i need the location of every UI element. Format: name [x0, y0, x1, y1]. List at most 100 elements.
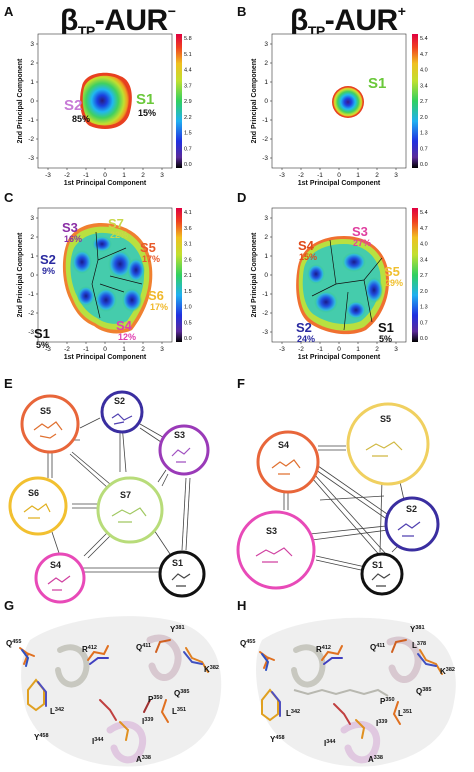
panel-d-xtick-label: -2 [298, 346, 304, 353]
panel-a-xtick-label: -2 [64, 172, 70, 179]
panel-f-network [236, 402, 440, 596]
panel-c-state-pct: 16% [64, 234, 82, 244]
panel-d-colorbar [412, 208, 418, 342]
panel-h-residue-label: I339 [376, 719, 387, 728]
panel-c-colorbar-tick: 2.1 [184, 273, 192, 279]
panel-c-state-label: S2 [40, 252, 56, 267]
panel-a-blob [82, 75, 130, 126]
panel-g-residue-label: Q411 [136, 643, 151, 652]
panel-f-node-s5 [346, 402, 430, 486]
panel-h-residue-label: R412 [316, 645, 331, 654]
panel-e-node-s1 [158, 550, 206, 598]
panel-c-state-label: S6 [148, 288, 164, 303]
panel-c-well-s3 [92, 236, 112, 252]
panel-d-ytick-label: 3 [264, 215, 268, 222]
panel-d-ytick-label: -1 [262, 291, 268, 298]
panel-h-residue-label: Q385 [416, 687, 431, 696]
panel-b-ytick-label: 2 [264, 60, 268, 67]
panel-b-state-label: S1 [368, 75, 386, 92]
panel-h-structure [256, 617, 456, 767]
panel-e-network [8, 390, 210, 604]
panel-g-helix-3 [106, 721, 147, 764]
panel-c-colorbar [176, 208, 182, 342]
panel-c-colorbar-tick: 4.1 [184, 210, 192, 216]
panel-d-state-label: S3 [352, 224, 368, 239]
panel-a-ytick-label: 1 [30, 79, 34, 86]
panel-a-state-pct: 15% [138, 108, 156, 118]
panel-b-xtick-label: -1 [317, 172, 323, 179]
panel-a-xlabel: 1st Principal Component [64, 180, 147, 187]
panel-g-structure [19, 616, 222, 767]
panel-h-residue-label: A338 [368, 755, 383, 764]
panel-c-ytick-label: -3 [28, 329, 34, 336]
panel-g-residue-label: A338 [136, 755, 151, 764]
panel-h-residue-label: Q411 [370, 643, 385, 652]
panel-c-colorbar-tick: 1.0 [184, 305, 192, 311]
panel-a-colorbar-tick: 2.2 [184, 115, 192, 121]
panel-g-residue-label: L342 [50, 707, 64, 716]
panel-c-colorbar-tick: 1.5 [184, 289, 192, 295]
panel-b-colorbar-tick: 5.4 [420, 36, 428, 42]
panel-h-aur-ligand [293, 688, 389, 697]
panel-g-residue-label: I344 [92, 737, 104, 746]
panel-g-helix-1 [55, 644, 90, 688]
panel-e-node-label: S6 [28, 488, 39, 498]
panel-e-node-label: S5 [40, 406, 51, 416]
panel-b-colorbar [412, 34, 418, 168]
panel-a-state-label: S2 [64, 97, 82, 114]
panel-b-plot [271, 33, 418, 169]
panel-c-colorbar-tick: 3.1 [184, 242, 192, 248]
panel-d-ytick-label: -3 [262, 329, 268, 336]
panel-d-colorbar-tick: 2.7 [420, 273, 428, 279]
panel-g-helix-2 [146, 634, 182, 681]
panel-e-node-s4 [34, 552, 86, 604]
panel-h-residue-label: L342 [286, 709, 300, 718]
panel-a-xtick-label: -3 [45, 172, 51, 179]
panel-c-state-label: S4 [116, 318, 133, 333]
panel-c-xtick-label: 0 [103, 346, 107, 353]
panel-e-node-label: S2 [114, 396, 125, 406]
panel-d-plot [271, 207, 418, 343]
panel-e-node-s2 [100, 390, 144, 434]
panel-a-colorbar-tick: 0.0 [184, 162, 192, 168]
panel-a-colorbar [176, 34, 182, 168]
panel-b-ytick-label: -1 [262, 117, 268, 124]
panel-d-ytick-label: 2 [264, 234, 268, 241]
panel-a-xtick-label: 1 [122, 172, 126, 179]
panel-label-g: G [4, 598, 15, 613]
panel-h-helix-1 [291, 644, 326, 688]
panel-c-ytick-label: 0 [30, 272, 34, 279]
panel-a-ytick-label: 3 [30, 41, 34, 48]
panel-c-state-pct: 17% [142, 254, 160, 264]
panel-c-colorbar-tick: 3.6 [184, 226, 192, 232]
panel-a-colorbar-tick: 4.4 [184, 68, 192, 74]
panel-c-state-label: S7 [108, 216, 124, 231]
panel-d-state-pct: 15% [299, 252, 317, 262]
panel-c-xtick-label: -3 [45, 346, 51, 353]
panel-d-ylabel: 2nd Principal Component [251, 232, 258, 317]
panel-c-state-label: S1 [34, 326, 50, 341]
panel-c-ytick-label: -1 [28, 291, 34, 298]
panel-c-state-pct: 5% [36, 340, 49, 350]
panel-a-ylabel: 2nd Principal Component [17, 58, 24, 143]
panel-h-residue-label: I344 [324, 739, 336, 748]
panel-e-node-label: S1 [172, 558, 183, 568]
panel-h-residue-label: L351 [398, 709, 412, 718]
panel-b-xtick-label: 2 [375, 172, 379, 179]
panel-c-ytick-label: 3 [30, 215, 34, 222]
panel-c-ylabel: 2nd Principal Component [17, 232, 24, 317]
panel-a-colorbar-tick: 2.9 [184, 99, 192, 105]
panel-c-xtick-label: -1 [83, 346, 89, 353]
panel-f-node-s3 [236, 510, 316, 590]
panel-b-colorbar-tick: 2.7 [420, 99, 428, 105]
panel-g-protein-surface [21, 616, 222, 767]
panel-c-colorbar-tick: 0.5 [184, 320, 192, 326]
panel-h-residue-label: Y381 [410, 625, 425, 634]
panel-label-h: H [237, 598, 247, 613]
panel-d-well-s2 [314, 291, 338, 313]
panel-c-well-s6 [122, 288, 142, 312]
panel-h-residue-label: K382 [440, 667, 455, 676]
panel-c-state-boundaries [91, 231, 143, 319]
panel-d-well-s3 [342, 252, 366, 272]
